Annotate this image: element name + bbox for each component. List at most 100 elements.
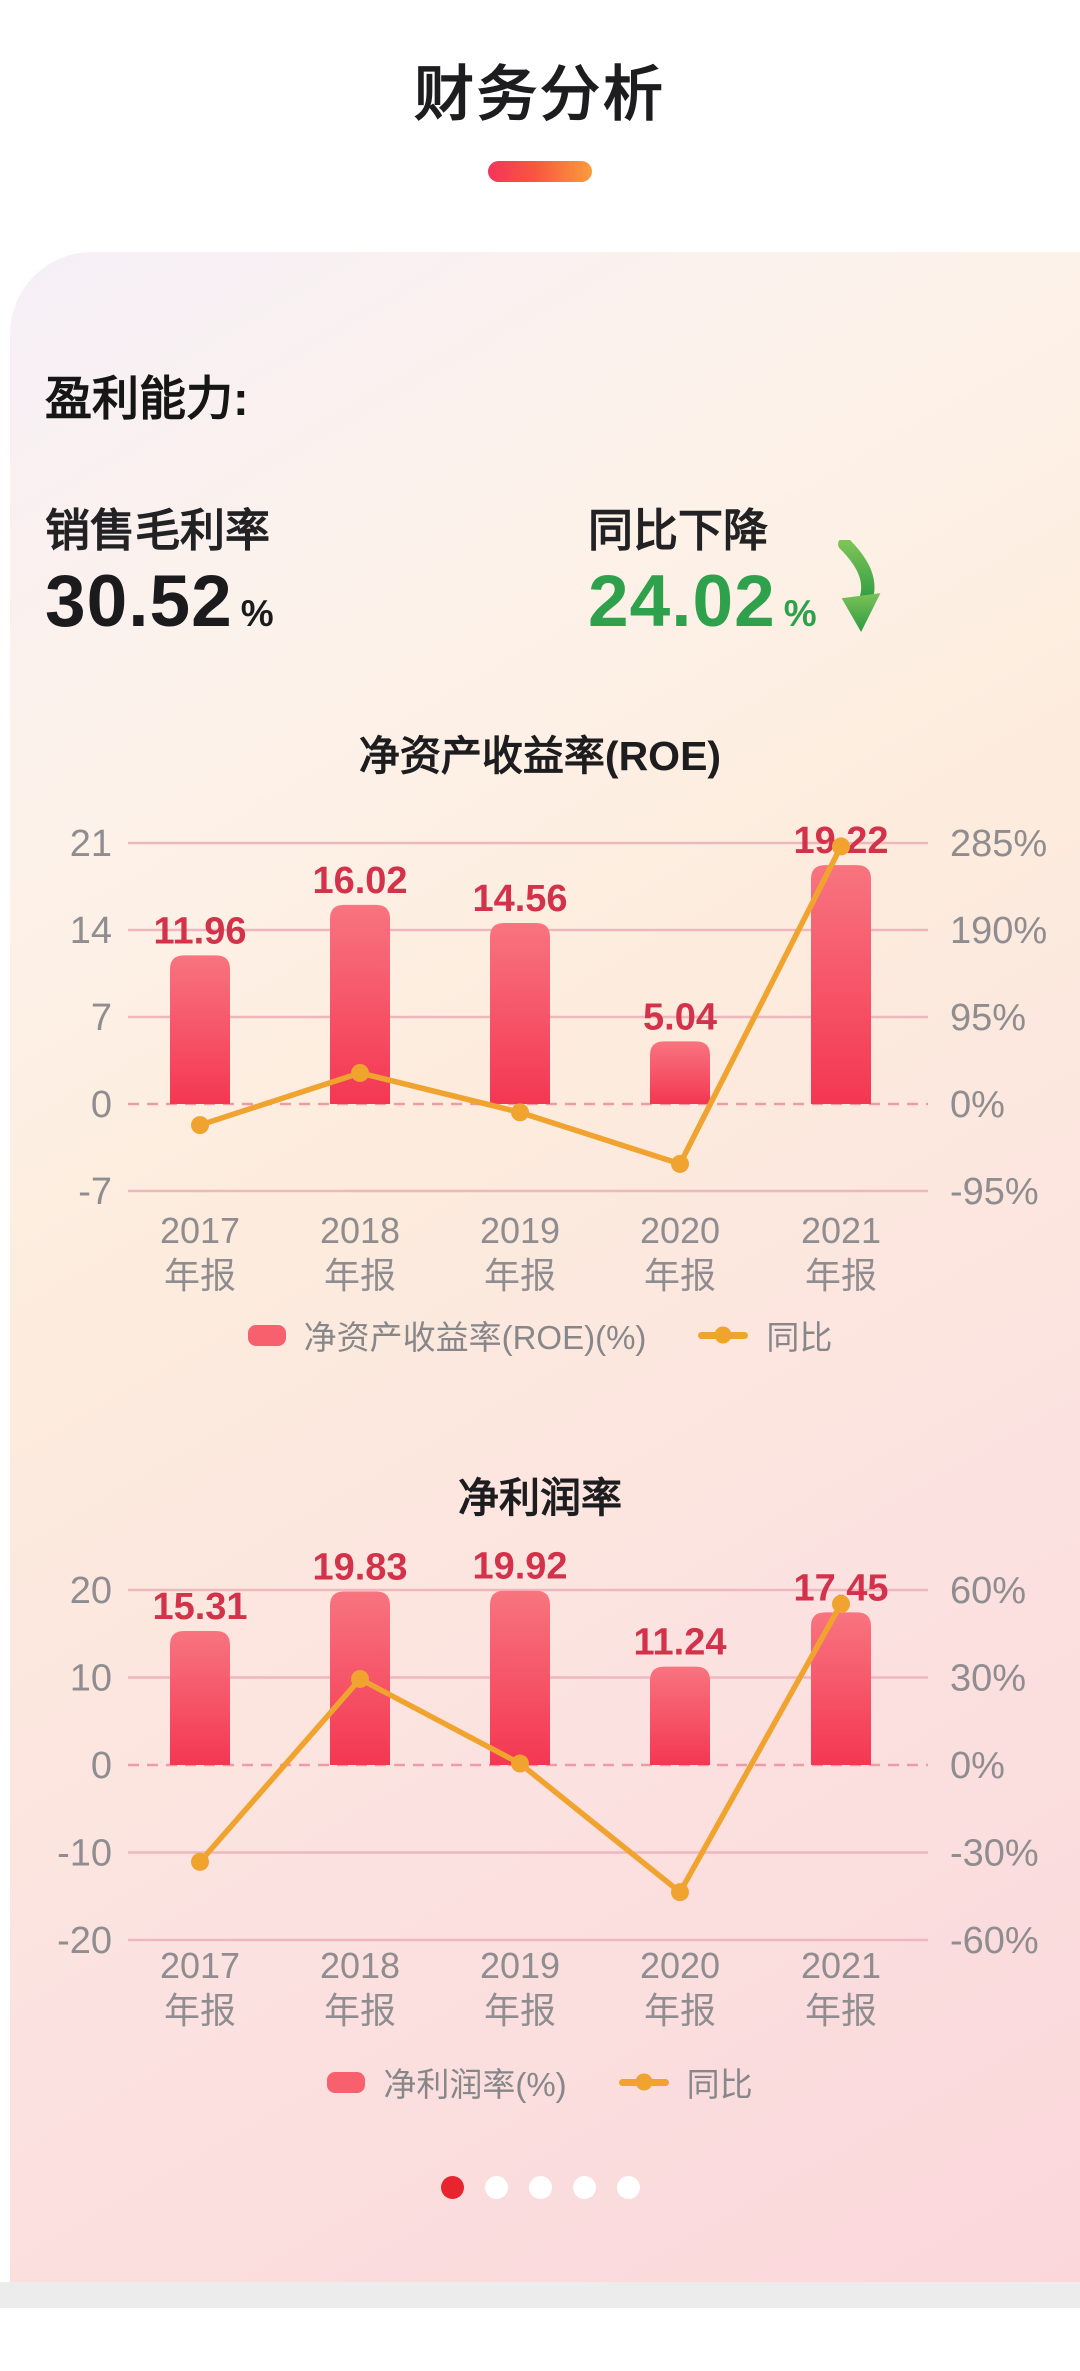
left-axis-tick: 0 (91, 1084, 112, 1126)
legend-label: 净资产收益率(ROE)(%) (303, 1319, 647, 1356)
x-axis-label: 2021 (801, 1945, 881, 1986)
x-axis-sublabel: 年报 (805, 1990, 877, 2031)
x-axis-label: 2020 (640, 1945, 720, 1986)
x-axis-sublabel: 年报 (324, 1255, 396, 1296)
yoy-change-value: 24.02 % (588, 540, 885, 643)
page-title: 财务分析 (414, 61, 666, 128)
bar (811, 1612, 871, 1765)
right-axis-tick: -30% (950, 1833, 1039, 1875)
bar (330, 904, 390, 1104)
x-axis-label: 2018 (320, 1210, 400, 1251)
x-axis-label: 2017 (160, 1945, 240, 1986)
report-card (10, 252, 1080, 2282)
bar-value-label: 19.92 (472, 1546, 567, 1588)
roe-chart-legend: 净资产收益率(ROE)(%) 同比 (0, 1310, 1080, 1360)
yoy-line-marker (191, 1116, 209, 1135)
line-series-swatch-icon (698, 1326, 749, 1344)
legend-item-net-margin-yoy[interactable]: 同比 (618, 2058, 753, 2106)
left-axis-tick: 20 (70, 1570, 112, 1612)
yoy-change-label: 同比下降 (588, 505, 769, 556)
legend-item-net-margin-bars[interactable]: 净利润率(%) (327, 2058, 567, 2106)
x-axis-label: 2019 (480, 1210, 560, 1251)
page-bottom-divider (0, 2282, 1080, 2308)
bar-series-swatch-icon (247, 1324, 286, 1346)
left-axis-tick: 0 (91, 1745, 112, 1787)
right-axis-tick: 0% (950, 1745, 1005, 1787)
yoy-line-marker (351, 1063, 369, 1082)
section-heading: 盈利能力: (45, 372, 249, 425)
roe-chart: 21 285%14 190%7 95%0 0%-7 -95%11.962017年报16.0… (70, 820, 1047, 1296)
x-axis-sublabel: 年报 (644, 1255, 716, 1296)
bar (490, 1590, 550, 1765)
gross-margin-label: 销售毛利率 (45, 505, 271, 556)
bar-value-label: 14.56 (472, 878, 567, 920)
legend-label: 净利润率(%) (383, 2066, 567, 2103)
left-axis-tick: -10 (57, 1833, 112, 1875)
bar-series-swatch-icon (327, 2071, 366, 2093)
title-underline-accent (488, 161, 592, 182)
right-axis-tick: 95% (950, 997, 1026, 1039)
left-axis-tick: 7 (91, 997, 112, 1039)
gross-margin-unit: % (240, 593, 274, 634)
left-axis-tick: 21 (70, 823, 112, 865)
bar-value-label: 15.31 (152, 1586, 247, 1628)
legend-item-roe-yoy[interactable]: 同比 (698, 1311, 832, 1359)
right-axis-tick: 60% (950, 1570, 1026, 1612)
gross-margin-number: 30.52 (45, 561, 233, 642)
x-axis-sublabel: 年报 (484, 1990, 556, 2031)
left-axis-tick: -20 (57, 1920, 112, 1962)
yoy-line-marker (351, 1669, 369, 1688)
x-axis-sublabel: 年报 (164, 1255, 236, 1296)
right-axis-tick: 30% (950, 1658, 1026, 1700)
yoy-line-marker (511, 1754, 529, 1773)
yoy-line-marker (671, 1154, 689, 1173)
carousel-dot-2[interactable] (484, 2176, 508, 2199)
bar-value-label: 19.83 (312, 1546, 407, 1588)
x-axis-label: 2020 (640, 1210, 720, 1251)
legend-label: 同比 (766, 1319, 833, 1356)
bar-value-label: 16.02 (312, 860, 407, 902)
bar (170, 1631, 230, 1765)
net-margin-chart-title: 净利润率 (458, 1475, 622, 1521)
bar (170, 955, 230, 1104)
net-margin-chart-legend: 净利润率(%) 同比 (0, 2057, 1080, 2107)
x-axis-label: 2019 (480, 1945, 560, 1986)
carousel-pagination (0, 2176, 1080, 2199)
arrow-down-icon (837, 540, 881, 632)
bar (490, 923, 550, 1104)
x-axis-label: 2021 (801, 1210, 881, 1251)
yoy-change-unit: % (783, 593, 817, 634)
carousel-dot-1[interactable] (440, 2176, 464, 2199)
gross-margin-value: 30.52 % (45, 560, 274, 643)
roe-chart-title: 净资产收益率(ROE) (358, 733, 722, 779)
bar-value-label: 11.96 (154, 910, 247, 952)
carousel-dot-3[interactable] (528, 2176, 552, 2199)
yoy-line-marker (511, 1103, 529, 1122)
right-axis-tick: 0% (950, 1084, 1005, 1126)
carousel-dot-4[interactable] (572, 2176, 596, 2199)
bar (650, 1666, 710, 1765)
left-axis-tick: 14 (70, 910, 112, 952)
right-axis-tick: -60% (950, 1920, 1039, 1962)
x-axis-sublabel: 年报 (324, 1990, 396, 2031)
yoy-line-marker (191, 1852, 209, 1871)
yoy-change-number: 24.02 (588, 561, 776, 642)
bar-value-label: 11.24 (634, 1622, 727, 1664)
right-axis-tick: 190% (950, 910, 1047, 952)
x-axis-label: 2018 (320, 1945, 400, 1986)
left-axis-tick: -7 (78, 1171, 112, 1213)
left-axis-tick: 10 (70, 1658, 112, 1700)
legend-label: 同比 (686, 2066, 753, 2103)
x-axis-sublabel: 年报 (805, 1255, 877, 1296)
right-axis-tick: -95% (950, 1171, 1039, 1213)
x-axis-sublabel: 年报 (644, 1990, 716, 2031)
net-margin-chart: 20 60% 10 30% 0 0% -10 -30% -20 -60% 15.31 2017 年报 19… (57, 1546, 1039, 2031)
yoy-line-marker (832, 1595, 850, 1613)
carousel-dot-5[interactable] (616, 2176, 640, 2199)
bar-value-label: 5.04 (643, 996, 717, 1038)
legend-item-roe-bars[interactable]: 净资产收益率(ROE)(%) (247, 1311, 647, 1359)
right-axis-tick: 285% (950, 823, 1047, 865)
yoy-line-marker (671, 1883, 689, 1902)
bar (650, 1041, 710, 1104)
